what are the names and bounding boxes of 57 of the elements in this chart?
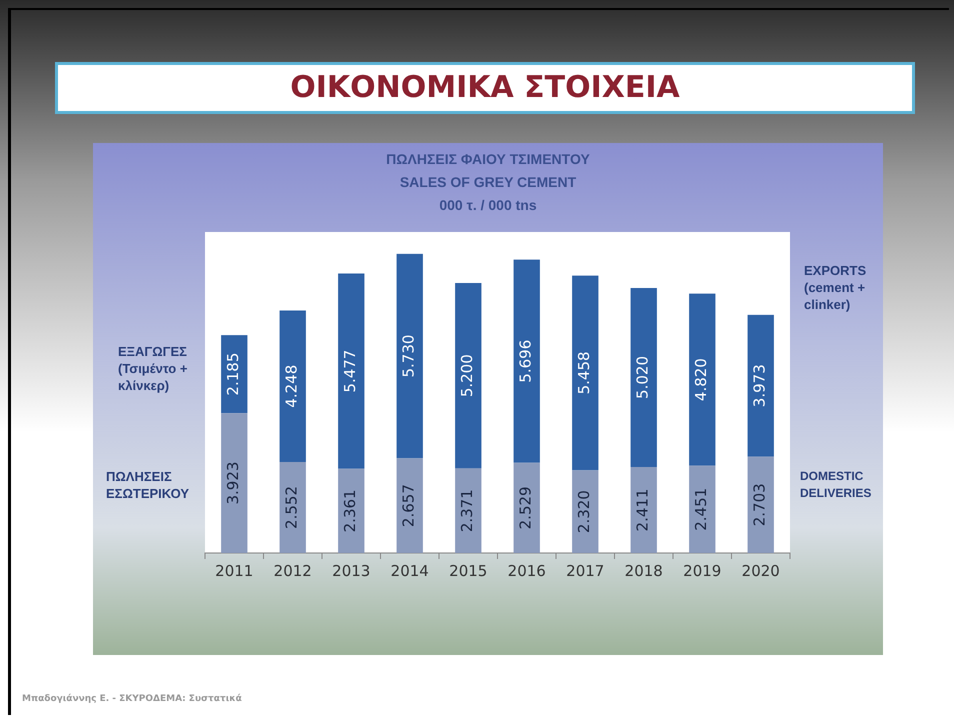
data-label: 3.973 <box>750 364 769 408</box>
data-label: 5.020 <box>634 356 652 399</box>
data-label: 2.371 <box>458 489 476 532</box>
x-tick-label: 2015 <box>449 562 488 580</box>
bar <box>280 462 306 553</box>
bar <box>630 288 657 468</box>
data-label: 2.657 <box>400 484 418 528</box>
x-tick-label: 2018 <box>624 562 663 580</box>
data-label: 2.552 <box>282 486 301 529</box>
data-label: 3.923 <box>224 462 242 505</box>
bar <box>514 462 540 553</box>
x-tick-label: 2013 <box>332 562 370 580</box>
text: EXPORTS (cement + clinker) <box>804 262 868 313</box>
bar <box>280 310 306 462</box>
bar <box>221 413 248 553</box>
bar <box>396 254 423 458</box>
chart-title: ΟΙΚΟΝΟΜΙΚΑ ΣΤΟΙΧΕΙΑ <box>55 62 915 114</box>
bar <box>455 468 482 553</box>
text: DOMESTIC DELIVERIES <box>800 468 872 502</box>
bar <box>221 335 248 414</box>
x-tick-label: 2016 <box>508 562 546 580</box>
data-label: 2.451 <box>692 488 710 531</box>
x-tick-label: 2012 <box>274 562 312 580</box>
bar <box>396 458 423 553</box>
x-tick-label: 2011 <box>215 562 254 580</box>
bar <box>338 273 364 469</box>
text: Μπαδογιάννης Ε. - ΣΚΥΡΟΔΕΜΑ: Συστατικά <box>22 694 242 704</box>
data-label: 2.185 <box>224 352 242 396</box>
bar <box>572 470 598 553</box>
bar <box>689 294 716 466</box>
data-label: 2.361 <box>341 489 360 532</box>
data-label: 2.529 <box>516 486 535 530</box>
x-tick-label: 2020 <box>742 562 780 580</box>
x-tick-label: 2014 <box>390 562 429 580</box>
bar <box>630 467 657 553</box>
chart-subtitle: ΠΩΛΗΣΕΙΣ ΦΑΙΟΥ ΤΣΙΜΕΝΤΟΥ SALES OF GREY CEMENT 000 τ. / 000 tns <box>385 150 591 215</box>
bar <box>689 466 716 553</box>
data-label: 5.696 <box>516 340 535 383</box>
bar <box>338 468 364 553</box>
x-tick-label: 2017 <box>566 562 604 580</box>
data-label: 5.477 <box>341 350 360 393</box>
data-label: 4.248 <box>282 364 301 408</box>
text: ΠΩΛΗΣΕΙΣ ΕΣΩΤΕΡΙΚΟΥ <box>106 468 190 502</box>
bar <box>748 314 774 457</box>
data-label: 4.820 <box>692 358 710 402</box>
bar <box>455 282 482 468</box>
data-label: 2.411 <box>634 488 652 532</box>
data-label: 5.200 <box>458 354 476 398</box>
data-label: 5.730 <box>400 334 418 378</box>
data-label: 2.703 <box>750 483 769 526</box>
bar <box>572 276 598 470</box>
text: ΕΞΑΓΩΓΕΣ (Τσιμέντο + κλίνκερ) <box>118 343 188 394</box>
x-tick-label: 2019 <box>683 562 722 580</box>
data-label: 2.320 <box>575 490 594 534</box>
bar <box>514 260 540 463</box>
bar <box>748 456 774 553</box>
data-label: 5.458 <box>575 351 594 394</box>
